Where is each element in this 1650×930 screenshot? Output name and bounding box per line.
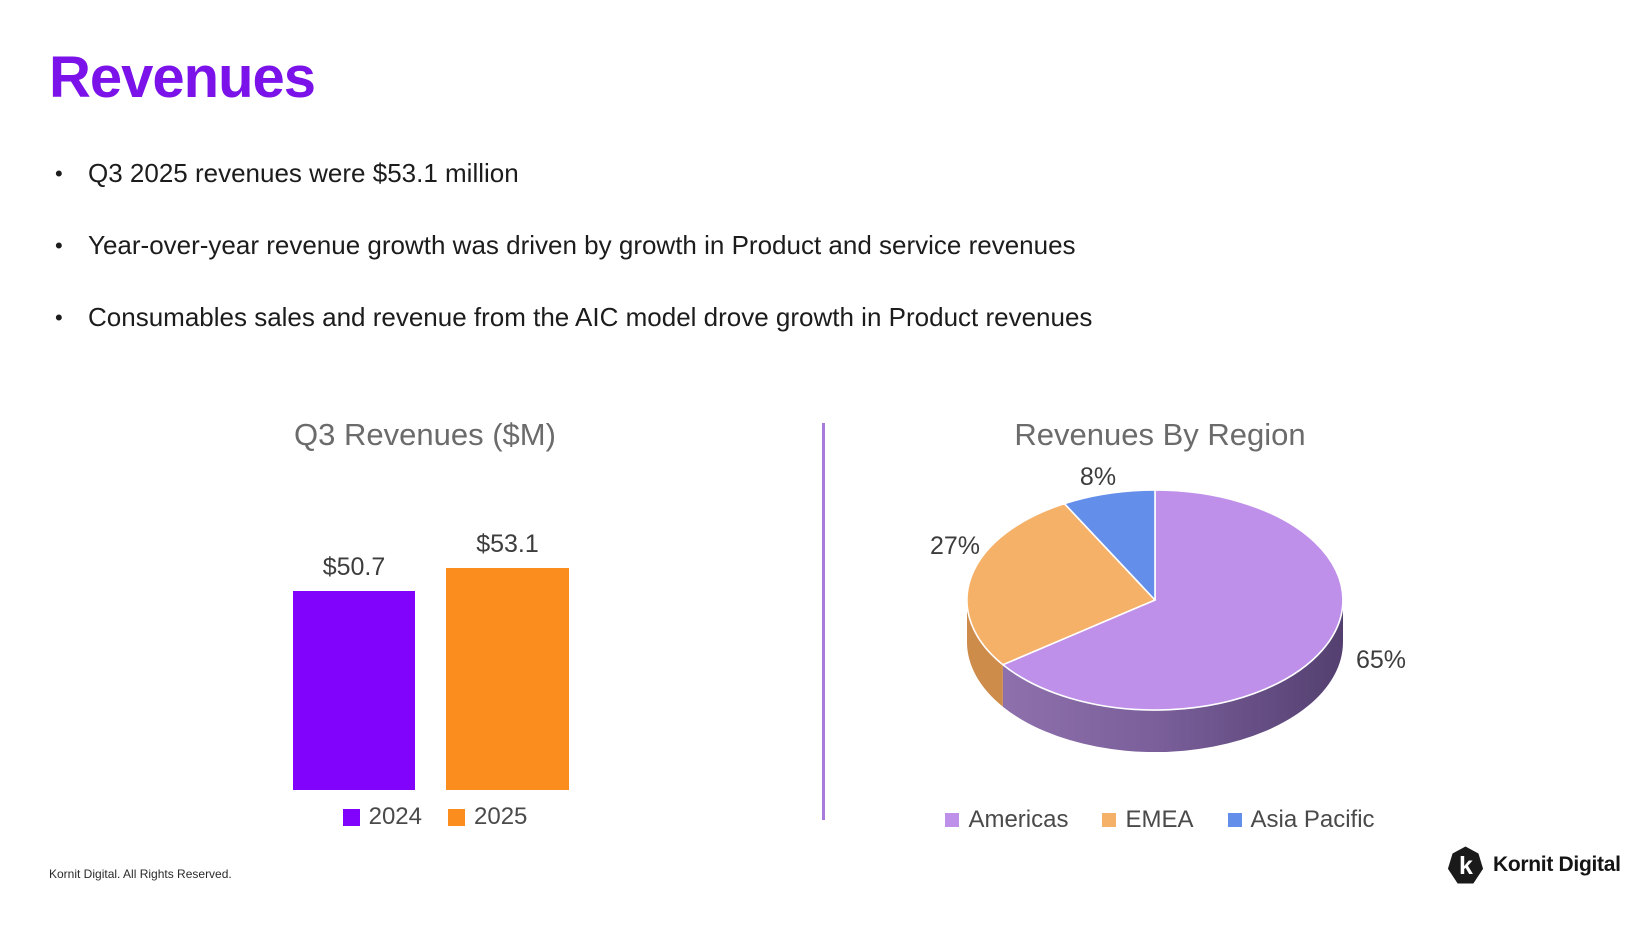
legend-swatch-2024 [342,808,360,826]
legend-label-asia-pacific: Asia Pacific [1250,806,1375,833]
bar-column-2025: $53.1 [446,530,569,790]
bullet-dot: • [55,161,63,186]
bar-legend: 2024 2025 [185,803,685,831]
page-title: Revenues [49,45,316,110]
pie-slice-asia-pacific [1063,489,1156,601]
kornit-logo-k: k [1459,852,1473,880]
bullet-item: • Q3 2025 revenues were $53.1 million [55,158,1355,189]
legend-item-2025: 2025 [448,803,527,831]
legend-item-2024: 2024 [342,803,422,831]
legend-label-americas: Americas [968,806,1069,833]
legend-item-asia-pacific: Asia Pacific [1227,806,1375,834]
bullet-text: Q3 2025 revenues were $53.1 million [88,158,519,188]
pie-side-americas [1002,600,1343,753]
pie-slice-americas [1002,489,1344,711]
legend-item-americas: Americas [945,806,1068,834]
pie-3d-chart [966,489,1344,753]
kornit-logo-badge-icon: k [1447,846,1484,884]
bullet-dot: • [55,305,63,330]
legend-label-emea: EMEA [1125,806,1194,833]
bar-column-2024: $50.7 [293,553,415,790]
legend-swatch-2025 [448,808,465,826]
legend-label-2025: 2025 [474,803,528,830]
bullet-text: Year-over-year revenue growth was driven… [88,230,1076,260]
legend-item-emea: EMEA [1102,806,1194,834]
legend-swatch-asia-pacific [1227,813,1242,827]
pie-percent-label-americas: 65% [1355,646,1407,674]
bullet-text: Consumables sales and revenue from the A… [88,302,1093,332]
bar-value-label: $50.7 [322,553,386,581]
bullet-list: • Q3 2025 revenues were $53.1 million • … [55,158,1355,374]
pie-side-emea [967,600,1003,707]
pie-percent-label-asia-pacific: 8% [1079,463,1117,491]
bullet-item: • Year-over-year revenue growth was driv… [55,230,1355,261]
pie-chart-title: Revenues By Region [1014,417,1306,452]
pie-slice-emea [966,502,1156,666]
kornit-logo: k Kornit Digital [1447,845,1621,885]
legend-swatch-emea [1102,813,1117,827]
footer-copyright: Kornit Digital. All Rights Reserved. [49,867,232,881]
bar-value-label: $53.1 [476,530,539,558]
bar-2025 [446,568,569,790]
section-divider [822,423,825,820]
pie-percent-label-emea: 27% [929,532,981,560]
bar-2024 [293,591,415,790]
bullet-item: • Consumables sales and revenue from the… [55,302,1355,333]
kornit-logo-text: Kornit Digital [1493,853,1621,876]
bullet-dot: • [55,233,63,258]
legend-label-2024: 2024 [368,803,422,830]
pie-legend: Americas EMEA Asia Pacific [905,806,1415,834]
legend-swatch-americas [945,813,960,827]
